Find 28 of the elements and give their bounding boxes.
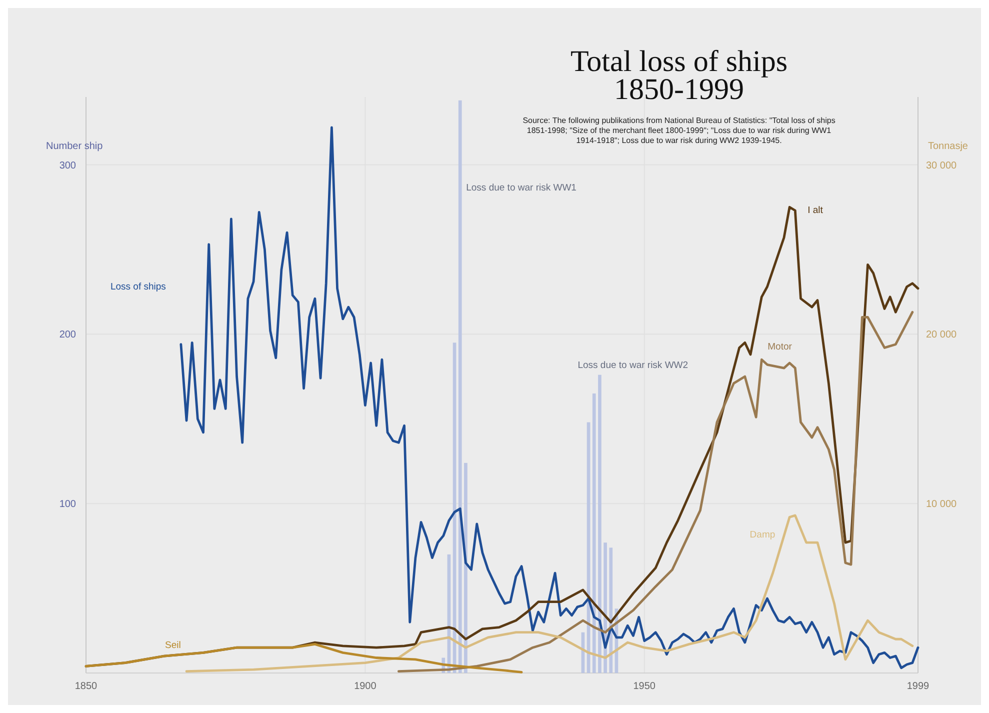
y-tick-label: 300: [59, 160, 76, 172]
y-axis-title: Number ship: [46, 140, 104, 152]
bar: [464, 462, 468, 673]
chart-title: Total loss of ships 1850-1999: [570, 45, 788, 106]
series-label: Seil: [165, 640, 181, 652]
y2-tick-label: 30 000: [926, 160, 958, 172]
series-label: Motor: [768, 342, 792, 353]
series-label: I alt: [808, 205, 824, 216]
x-tick-label: 1900: [354, 681, 377, 692]
line-series: [84, 643, 523, 674]
x-tick-label: 1950: [633, 681, 656, 692]
y2-tick-label: 10 000: [926, 499, 958, 510]
text: Loss of ships: [110, 281, 166, 292]
series-label: Damp: [750, 529, 776, 540]
y-tick-label: 200: [59, 330, 76, 341]
y-tick-label: 100: [59, 499, 76, 510]
series-label: Loss due to war risk WW1: [466, 182, 576, 194]
bar: [598, 374, 602, 673]
bar: [458, 100, 462, 673]
x-tick-label: 1850: [74, 681, 98, 692]
line-series: [185, 514, 914, 673]
y2-tick-label: 20 000: [926, 330, 958, 341]
line-series: [398, 310, 914, 673]
x-tick-label: 1999: [906, 681, 930, 692]
y2-axis-title: Tonnasje: [928, 140, 968, 152]
line-series: [180, 126, 920, 670]
annotation: Source: The following publikations from National Bureau of Statistics: "Total loss of ships 1851-1998; "Size of the merchant fleet 1800-1999"; "Loss due to war risk during WW1 1914-1918"; Loss due to war risk during WW2 1939-1945.: [522, 116, 836, 145]
text: Loss due to war risk WW2: [578, 360, 688, 371]
